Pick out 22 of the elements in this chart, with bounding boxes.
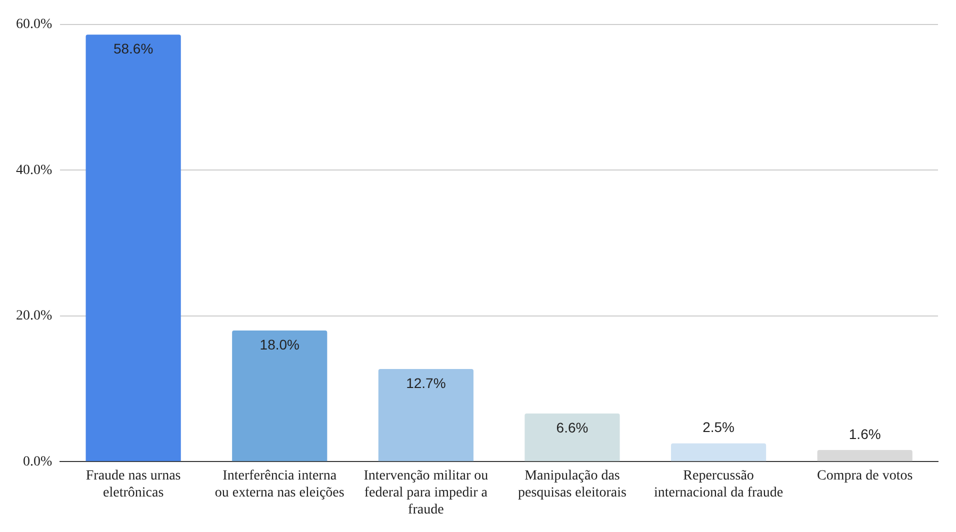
data-label: 18.0% xyxy=(260,336,300,352)
x-tick-label: Repercussão internacional da fraude xyxy=(654,468,784,500)
x-tick-label: Manipulação das pesquisas eleitorais xyxy=(518,468,626,500)
y-tick-label: 40.0% xyxy=(16,162,52,178)
bar xyxy=(524,414,620,462)
bar xyxy=(670,443,766,462)
bar xyxy=(232,330,328,462)
data-label: 6.6% xyxy=(556,419,588,436)
bar xyxy=(86,34,181,462)
x-tick-label: Intervenção militar ou federal para impedir a fraude xyxy=(364,468,488,518)
y-tick-label: 0.0% xyxy=(22,454,52,470)
y-tick-label: 60.0% xyxy=(16,17,52,32)
data-label: 2.5% xyxy=(702,419,734,436)
data-label: 58.6% xyxy=(113,40,154,56)
x-tick-label: Compra de votos xyxy=(817,468,913,484)
data-label: 1.6% xyxy=(848,426,881,442)
y-tick-label: 20.0% xyxy=(16,308,52,324)
x-tick-label: Interferência interna ou externa nas eleições xyxy=(214,468,344,500)
x-tick-label: Fraude nas urnas eletrônicas xyxy=(86,468,181,500)
bar xyxy=(817,450,912,462)
data-label: 12.7% xyxy=(406,374,446,391)
bar xyxy=(378,369,474,462)
